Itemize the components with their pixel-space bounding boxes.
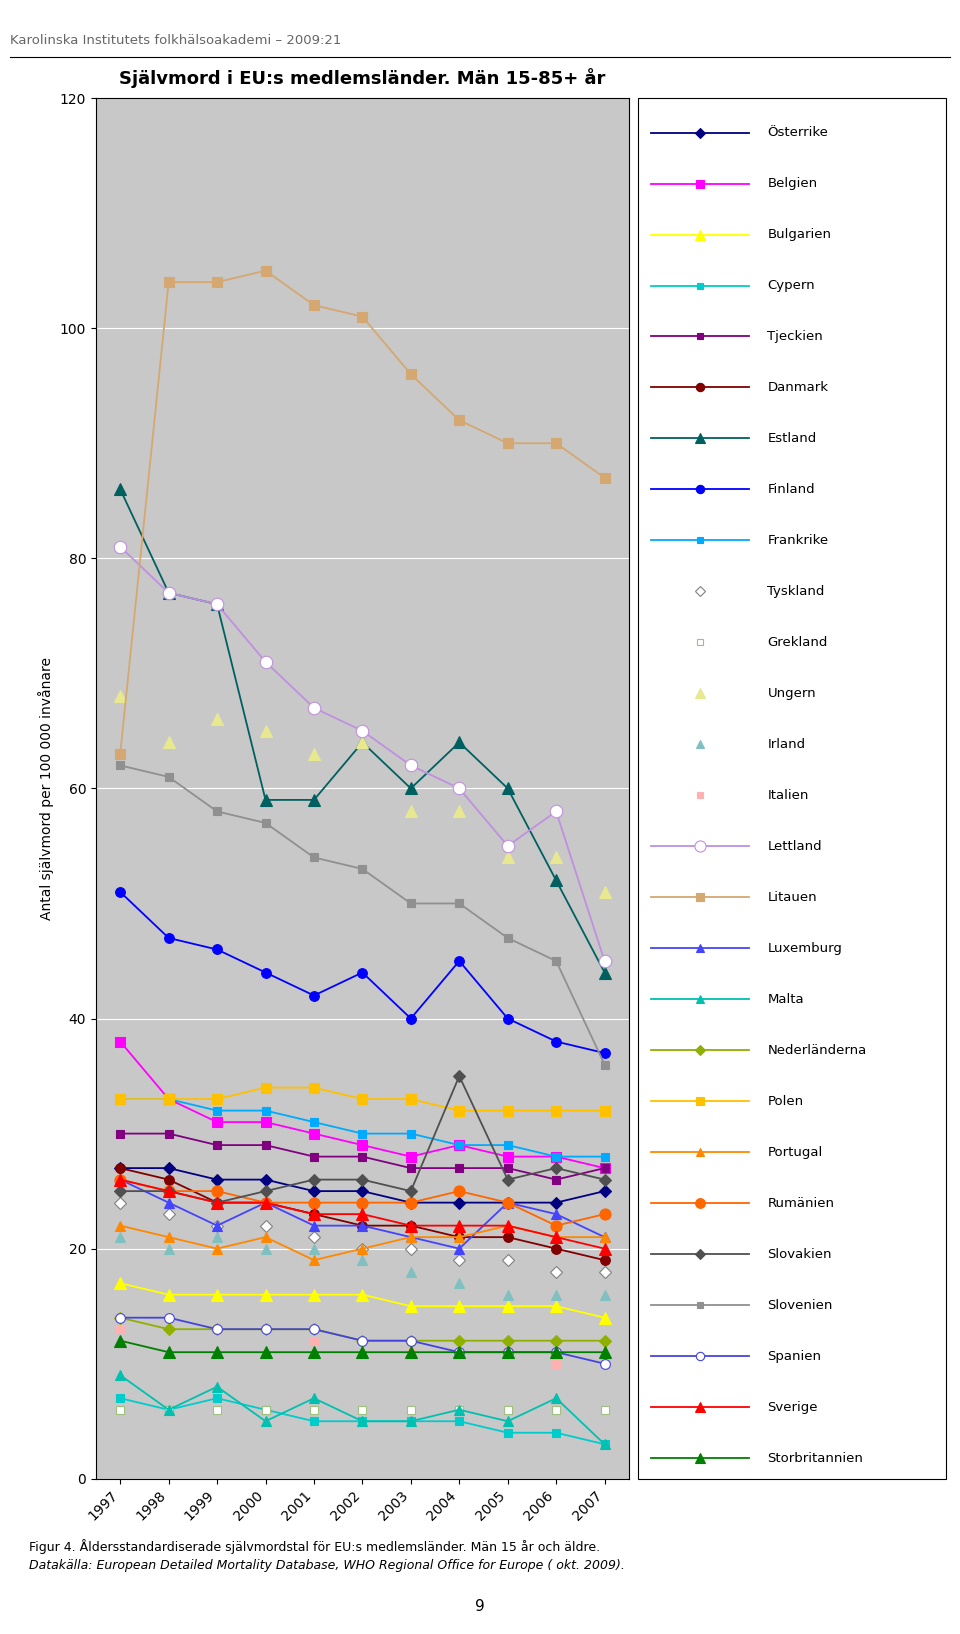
Text: Tyskland: Tyskland — [767, 585, 825, 598]
Text: Slovakien: Slovakien — [767, 1248, 832, 1261]
Text: Datakälla: European Detailed Mortality Database, WHO Regional Office for Europe : Datakälla: European Detailed Mortality D… — [29, 1559, 625, 1572]
Text: Luxemburg: Luxemburg — [767, 941, 842, 954]
Text: Spanien: Spanien — [767, 1350, 822, 1363]
Text: Estland: Estland — [767, 431, 817, 444]
Text: Sverige: Sverige — [767, 1400, 818, 1413]
Text: Slovenien: Slovenien — [767, 1299, 832, 1312]
Text: Irland: Irland — [767, 739, 805, 752]
Text: Nederländerna: Nederländerna — [767, 1044, 867, 1057]
Text: Polen: Polen — [767, 1095, 804, 1108]
Text: Malta: Malta — [767, 993, 804, 1007]
Text: Rumänien: Rumänien — [767, 1196, 834, 1209]
FancyBboxPatch shape — [638, 98, 946, 1479]
Text: Cypern: Cypern — [767, 279, 815, 292]
Y-axis label: Antal självmord per 100 000 invånare: Antal självmord per 100 000 invånare — [38, 657, 55, 920]
Text: Bulgarien: Bulgarien — [767, 229, 831, 242]
Text: Karolinska Institutets folkhälsoakademi – 2009:21: Karolinska Institutets folkhälsoakademi … — [10, 34, 341, 47]
Text: Belgien: Belgien — [767, 176, 818, 190]
Text: Danmark: Danmark — [767, 381, 828, 394]
Text: Portugal: Portugal — [767, 1145, 823, 1159]
Text: Tjeckien: Tjeckien — [767, 330, 823, 343]
Text: Lettland: Lettland — [767, 840, 822, 853]
Text: Figur 4. Åldersstandardiserade självmordstal för EU:s medlemsländer. Män 15 år o: Figur 4. Åldersstandardiserade självmord… — [29, 1539, 600, 1554]
Text: Litauen: Litauen — [767, 891, 817, 904]
Title: Självmord i EU:s medlemsländer. Män 15-85+ år: Självmord i EU:s medlemsländer. Män 15-8… — [119, 69, 606, 88]
Text: Storbritannien: Storbritannien — [767, 1451, 863, 1464]
Text: Österrike: Österrike — [767, 126, 828, 139]
Text: 9: 9 — [475, 1600, 485, 1614]
Text: Grekland: Grekland — [767, 636, 828, 649]
Text: Frankrike: Frankrike — [767, 534, 828, 547]
Text: Italien: Italien — [767, 789, 808, 802]
Text: Finland: Finland — [767, 484, 815, 497]
Text: Ungern: Ungern — [767, 686, 816, 699]
